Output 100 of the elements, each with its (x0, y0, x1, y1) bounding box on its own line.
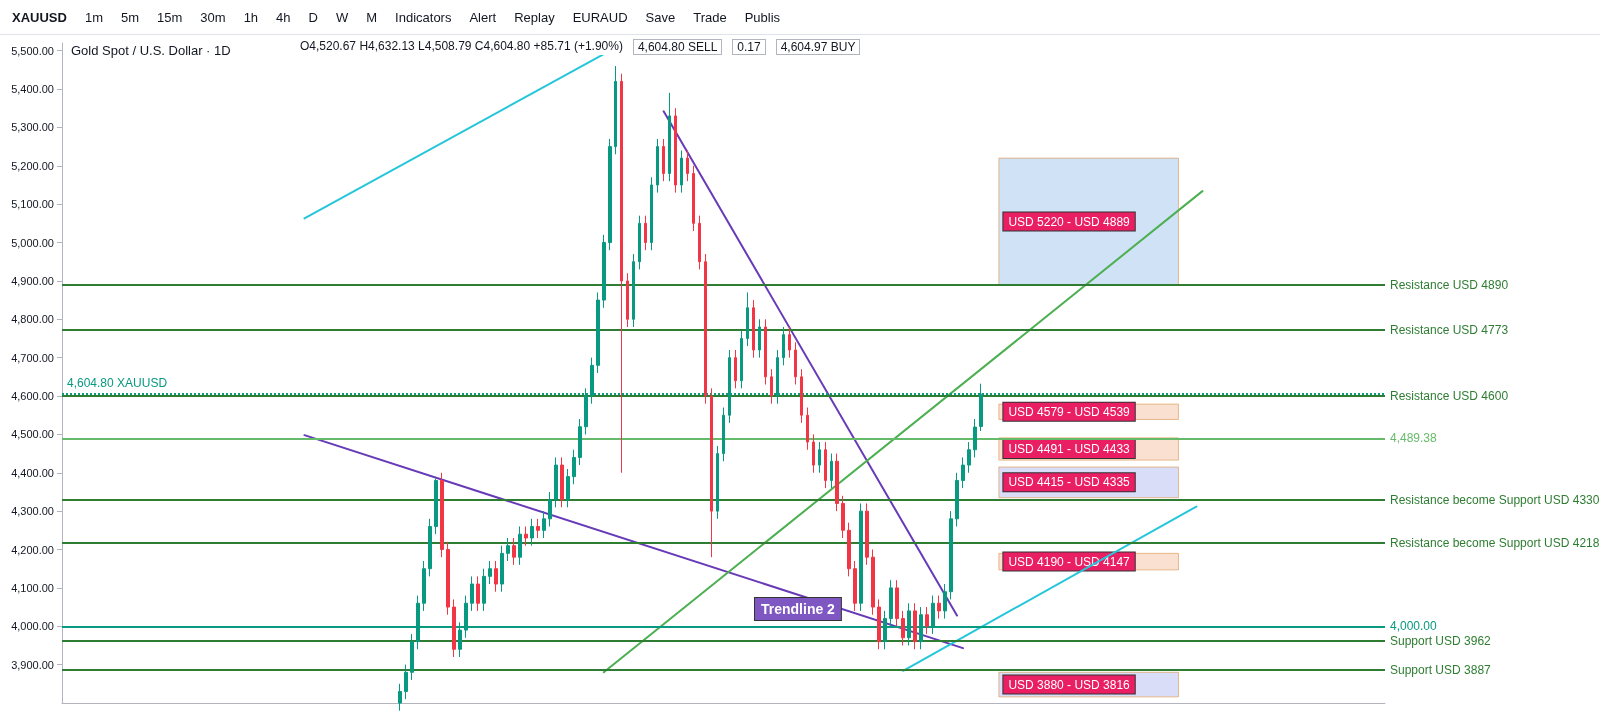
ref-line-label: Resistance USD 4600 (1390, 389, 1509, 404)
ref-line-label: Support USD 3962 (1390, 633, 1492, 648)
text: Alert (469, 9, 497, 25)
candlestick (782, 326, 785, 366)
candlestick (434, 478, 438, 535)
candlestick (692, 165, 695, 232)
candlestick (488, 560, 492, 585)
candlestick (650, 176, 653, 251)
ref-line-label: 4,489.38 (1390, 431, 1438, 446)
text: Replay (514, 9, 555, 25)
candlestick (925, 606, 929, 635)
candlestick (752, 299, 755, 359)
candlestick (566, 468, 570, 508)
text: Publis (744, 9, 781, 25)
candlestick (428, 518, 432, 577)
candlestick (698, 215, 701, 270)
text: 30m (200, 9, 226, 25)
candlestick (710, 387, 713, 558)
text: W (335, 9, 349, 25)
band-label: USD 3880 - USD 3816 (1008, 677, 1131, 692)
candlestick (841, 495, 845, 539)
ref-line-label: Resistance become Support USD 4218 (1390, 535, 1600, 550)
ref-line-label: 4,000.00 (1390, 619, 1438, 634)
y-tick-label: 3,900.00 (11, 658, 54, 671)
candlestick (740, 330, 743, 389)
candlestick (614, 65, 617, 155)
candlestick (764, 318, 767, 386)
text: D (308, 9, 318, 25)
text: 15m (157, 9, 183, 25)
y-tick-label: 4,900.00 (11, 274, 54, 287)
candlestick (871, 549, 875, 616)
candlestick (512, 537, 516, 566)
ref-line-label: 4,604.80 XAUUSD (67, 376, 168, 391)
candlestick (830, 453, 833, 489)
candlestick (704, 253, 707, 405)
candlestick (818, 441, 821, 474)
candlestick (608, 138, 612, 251)
y-tick-label: 4,700.00 (11, 351, 54, 364)
candlestick (554, 456, 558, 508)
candlestick (835, 453, 839, 512)
candlestick (530, 518, 534, 547)
candlestick (422, 560, 426, 612)
candlestick (967, 441, 971, 474)
chart-title: Gold Spot / U.S. Dollar · 1D (71, 43, 231, 58)
candlestick (476, 575, 480, 612)
y-tick-label: 4,800.00 (11, 313, 54, 326)
candlestick (398, 683, 402, 712)
annotation: 4,604.97 BUY (775, 39, 861, 55)
band-label: USD 4190 - USD 4147 (1008, 554, 1131, 569)
text: M (366, 9, 378, 25)
candlestick (506, 537, 510, 562)
candlestick (812, 433, 815, 474)
candlestick (404, 664, 408, 700)
candlestick (482, 568, 486, 612)
candlestick (560, 456, 564, 508)
candlestick (668, 92, 671, 182)
y-tick-label: 4,600.00 (11, 390, 54, 403)
candlestick (937, 595, 941, 620)
candlestick (656, 138, 659, 194)
candlestick (734, 349, 737, 389)
candlestick (674, 107, 677, 194)
candlestick (824, 441, 827, 489)
candlestick (572, 449, 576, 485)
y-tick-label: 5,500.00 (11, 44, 54, 57)
candlestick (410, 633, 414, 681)
candlestick (949, 510, 953, 600)
band-label: USD 4579 - USD 4539 (1008, 404, 1131, 419)
text: 1m (84, 9, 103, 25)
candlestick (536, 518, 540, 539)
candlestick (901, 610, 905, 646)
candlestick (602, 234, 606, 309)
text: 5m (120, 9, 140, 25)
band-label: USD 4415 - USD 4335 (1008, 475, 1131, 490)
candlestick (794, 341, 797, 386)
y-tick-label: 4,000.00 (11, 620, 54, 633)
candlestick (758, 318, 761, 359)
y-tick-label: 4,200.00 (11, 543, 54, 556)
candlestick (626, 272, 629, 328)
candlestick (722, 407, 725, 462)
candlestick (853, 560, 857, 612)
candlestick (913, 602, 917, 650)
annotation: O4,520.67 H4,632.13 L4,508.79 C4,604.80 +85.71 (+1.90%) (300, 39, 623, 55)
candlestick (716, 445, 719, 520)
band-label: USD 5220 - USD 4889 (1008, 214, 1131, 229)
text: Save (645, 9, 676, 25)
candlestick (680, 149, 683, 194)
text: XAUUSD (12, 9, 67, 25)
ref-line-label: Support USD 3887 (1390, 662, 1492, 677)
candlestick (662, 138, 665, 182)
candlestick (440, 472, 444, 558)
y-tick-label: 5,000.00 (11, 236, 54, 249)
candlestick (620, 73, 623, 474)
candlestick (446, 541, 450, 616)
band-label: USD 4491 - USD 4433 (1008, 441, 1131, 456)
candlestick (847, 522, 851, 577)
candlestick (470, 575, 474, 612)
candlestick (961, 456, 965, 489)
candlestick (877, 598, 881, 650)
candlestick (800, 368, 803, 424)
ref-line-label: Resistance USD 4773 (1390, 322, 1509, 337)
